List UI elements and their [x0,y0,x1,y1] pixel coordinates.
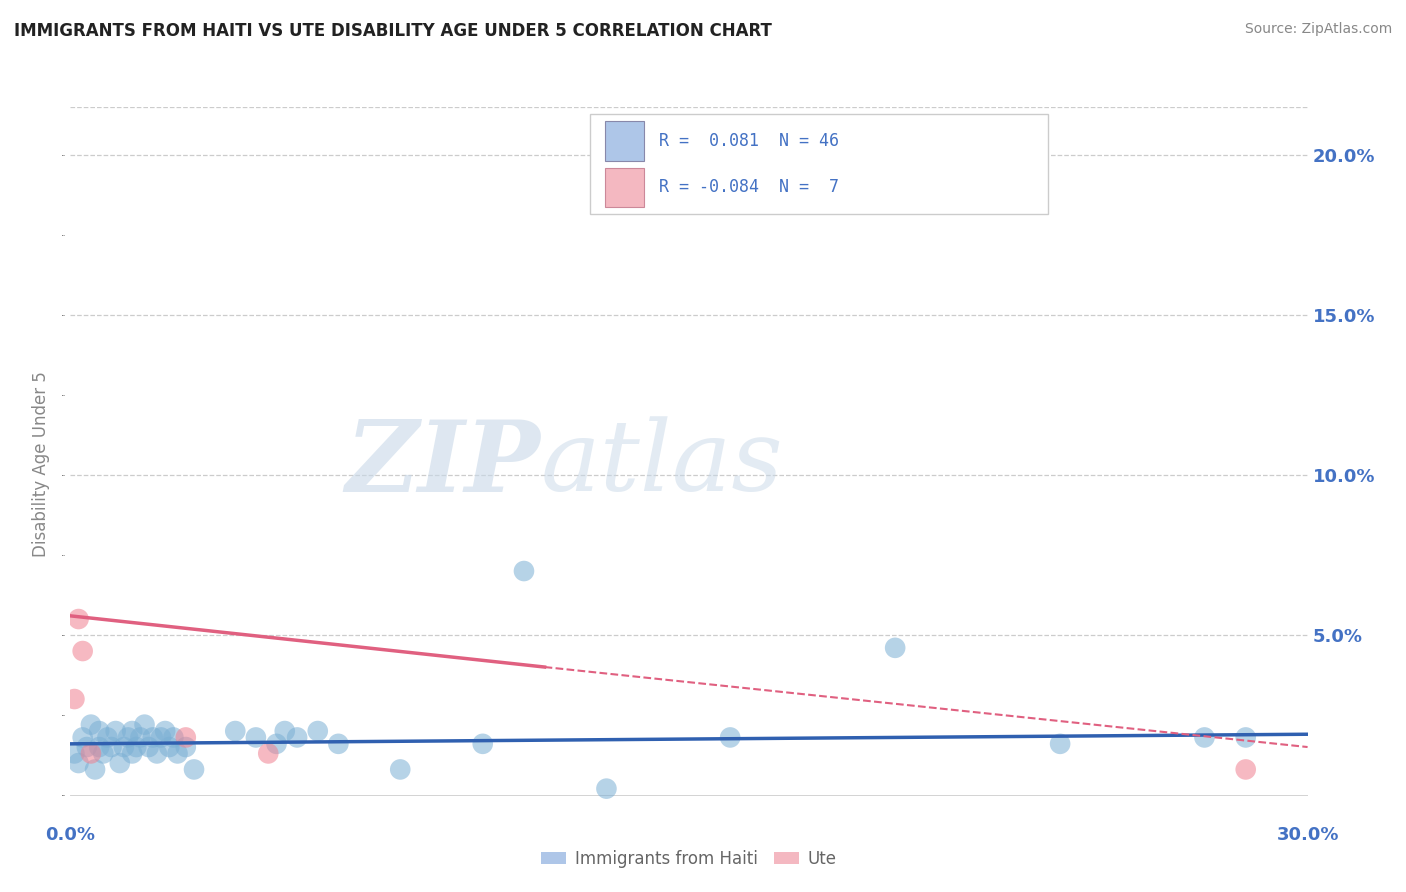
Point [224,724,246,739]
Point [63,747,86,761]
Point [112,739,135,754]
Point [121,747,143,761]
Point [84,763,107,777]
Y-axis label: Disability Age Under 5: Disability Age Under 5 [32,371,51,557]
Text: ZIP: ZIP [346,416,540,512]
Point [153,724,176,739]
Text: R = -0.084  N =  7: R = -0.084 N = 7 [659,178,839,196]
Text: IMMIGRANTS FROM HAITI VS UTE DISABILITY AGE UNDER 5 CORRELATION CHART: IMMIGRANTS FROM HAITI VS UTE DISABILITY … [14,22,772,40]
Point [884,640,907,655]
Point [63,692,86,706]
Point [174,739,197,754]
Point [166,747,188,761]
Text: Source: ZipAtlas.com: Source: ZipAtlas.com [1244,22,1392,37]
Point [471,737,494,751]
Point [80,747,103,761]
Point [162,731,184,745]
Point [96,731,118,745]
Point [595,781,617,796]
FancyBboxPatch shape [591,114,1047,214]
Legend: Immigrants from Haiti, Ute: Immigrants from Haiti, Ute [534,844,844,875]
Point [67,612,90,626]
Text: R =  0.081  N = 46: R = 0.081 N = 46 [659,132,839,150]
Point [104,724,127,739]
Point [150,731,173,745]
Bar [605,168,644,207]
Point [142,731,165,745]
Point [146,747,169,761]
Point [257,747,280,761]
Point [328,737,350,751]
Point [89,724,111,739]
Point [389,763,412,777]
Point [285,731,308,745]
Point [117,731,139,745]
Point [138,739,160,754]
Point [245,731,267,745]
Text: atlas: atlas [540,417,783,511]
Point [174,731,197,745]
Point [125,739,148,754]
Point [89,739,111,754]
Point [100,739,122,754]
Point [266,737,288,751]
Point [121,724,143,739]
Point [80,717,103,731]
Bar [605,121,644,161]
Point [72,644,94,658]
Point [1194,731,1216,745]
Point [129,731,152,745]
Point [157,739,180,754]
Point [513,564,536,578]
Point [76,739,98,754]
Point [1049,737,1071,751]
Point [1234,763,1257,777]
Point [108,756,131,770]
Point [1234,731,1257,745]
Point [718,731,741,745]
Point [72,731,94,745]
Point [307,724,329,739]
Point [134,717,156,731]
Point [274,724,297,739]
Point [91,747,114,761]
Point [183,763,205,777]
Point [67,756,90,770]
